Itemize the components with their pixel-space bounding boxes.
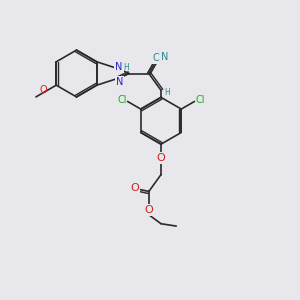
Text: O: O: [130, 183, 139, 193]
Text: O: O: [145, 205, 153, 215]
Text: O: O: [157, 153, 165, 163]
Text: N: N: [160, 52, 168, 62]
Text: N: N: [116, 76, 123, 87]
Text: C: C: [152, 53, 159, 63]
Text: Cl: Cl: [195, 95, 205, 105]
Text: N: N: [115, 61, 123, 72]
Text: H: H: [164, 88, 170, 97]
Text: Cl: Cl: [117, 95, 127, 105]
Text: O: O: [40, 85, 47, 95]
Text: H: H: [124, 63, 129, 72]
